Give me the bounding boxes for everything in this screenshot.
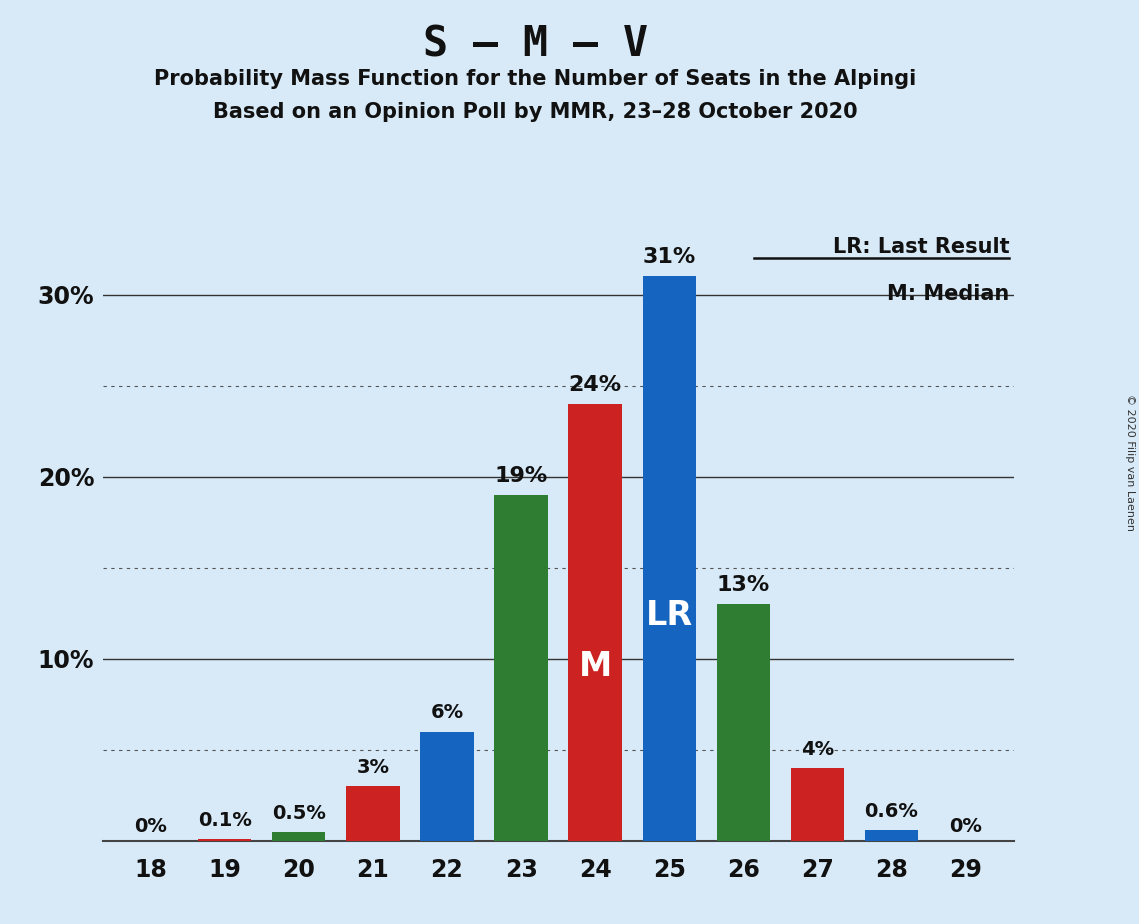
Bar	[568, 404, 622, 841]
Text: 6%: 6%	[431, 703, 464, 723]
Bar	[420, 732, 474, 841]
Bar	[865, 830, 918, 841]
Bar	[494, 495, 548, 841]
Text: M: M	[579, 650, 612, 683]
Text: LR: Last Result: LR: Last Result	[833, 237, 1009, 257]
Text: 0.1%: 0.1%	[198, 811, 252, 830]
Text: 0.6%: 0.6%	[865, 802, 918, 821]
Text: S – M – V: S – M – V	[423, 23, 648, 65]
Text: 24%: 24%	[568, 375, 622, 395]
Text: 0%: 0%	[949, 818, 982, 836]
Text: LR: LR	[646, 599, 693, 632]
Text: © 2020 Filip van Laenen: © 2020 Filip van Laenen	[1125, 394, 1134, 530]
Text: 31%: 31%	[642, 248, 696, 267]
Bar	[716, 604, 770, 841]
Bar	[346, 786, 400, 841]
Text: 0%: 0%	[134, 818, 167, 836]
Bar	[790, 768, 844, 841]
Text: 3%: 3%	[357, 758, 390, 777]
Text: 4%: 4%	[801, 740, 834, 759]
Text: 13%: 13%	[716, 575, 770, 595]
Text: 19%: 19%	[494, 466, 548, 486]
Bar	[272, 832, 326, 841]
Text: Based on an Opinion Poll by MMR, 23–28 October 2020: Based on an Opinion Poll by MMR, 23–28 O…	[213, 102, 858, 122]
Bar	[642, 276, 696, 841]
Text: M: Median: M: Median	[887, 284, 1009, 304]
Text: Probability Mass Function for the Number of Seats in the Alpingi: Probability Mass Function for the Number…	[154, 69, 917, 90]
Bar	[198, 839, 252, 841]
Text: 0.5%: 0.5%	[272, 804, 326, 822]
